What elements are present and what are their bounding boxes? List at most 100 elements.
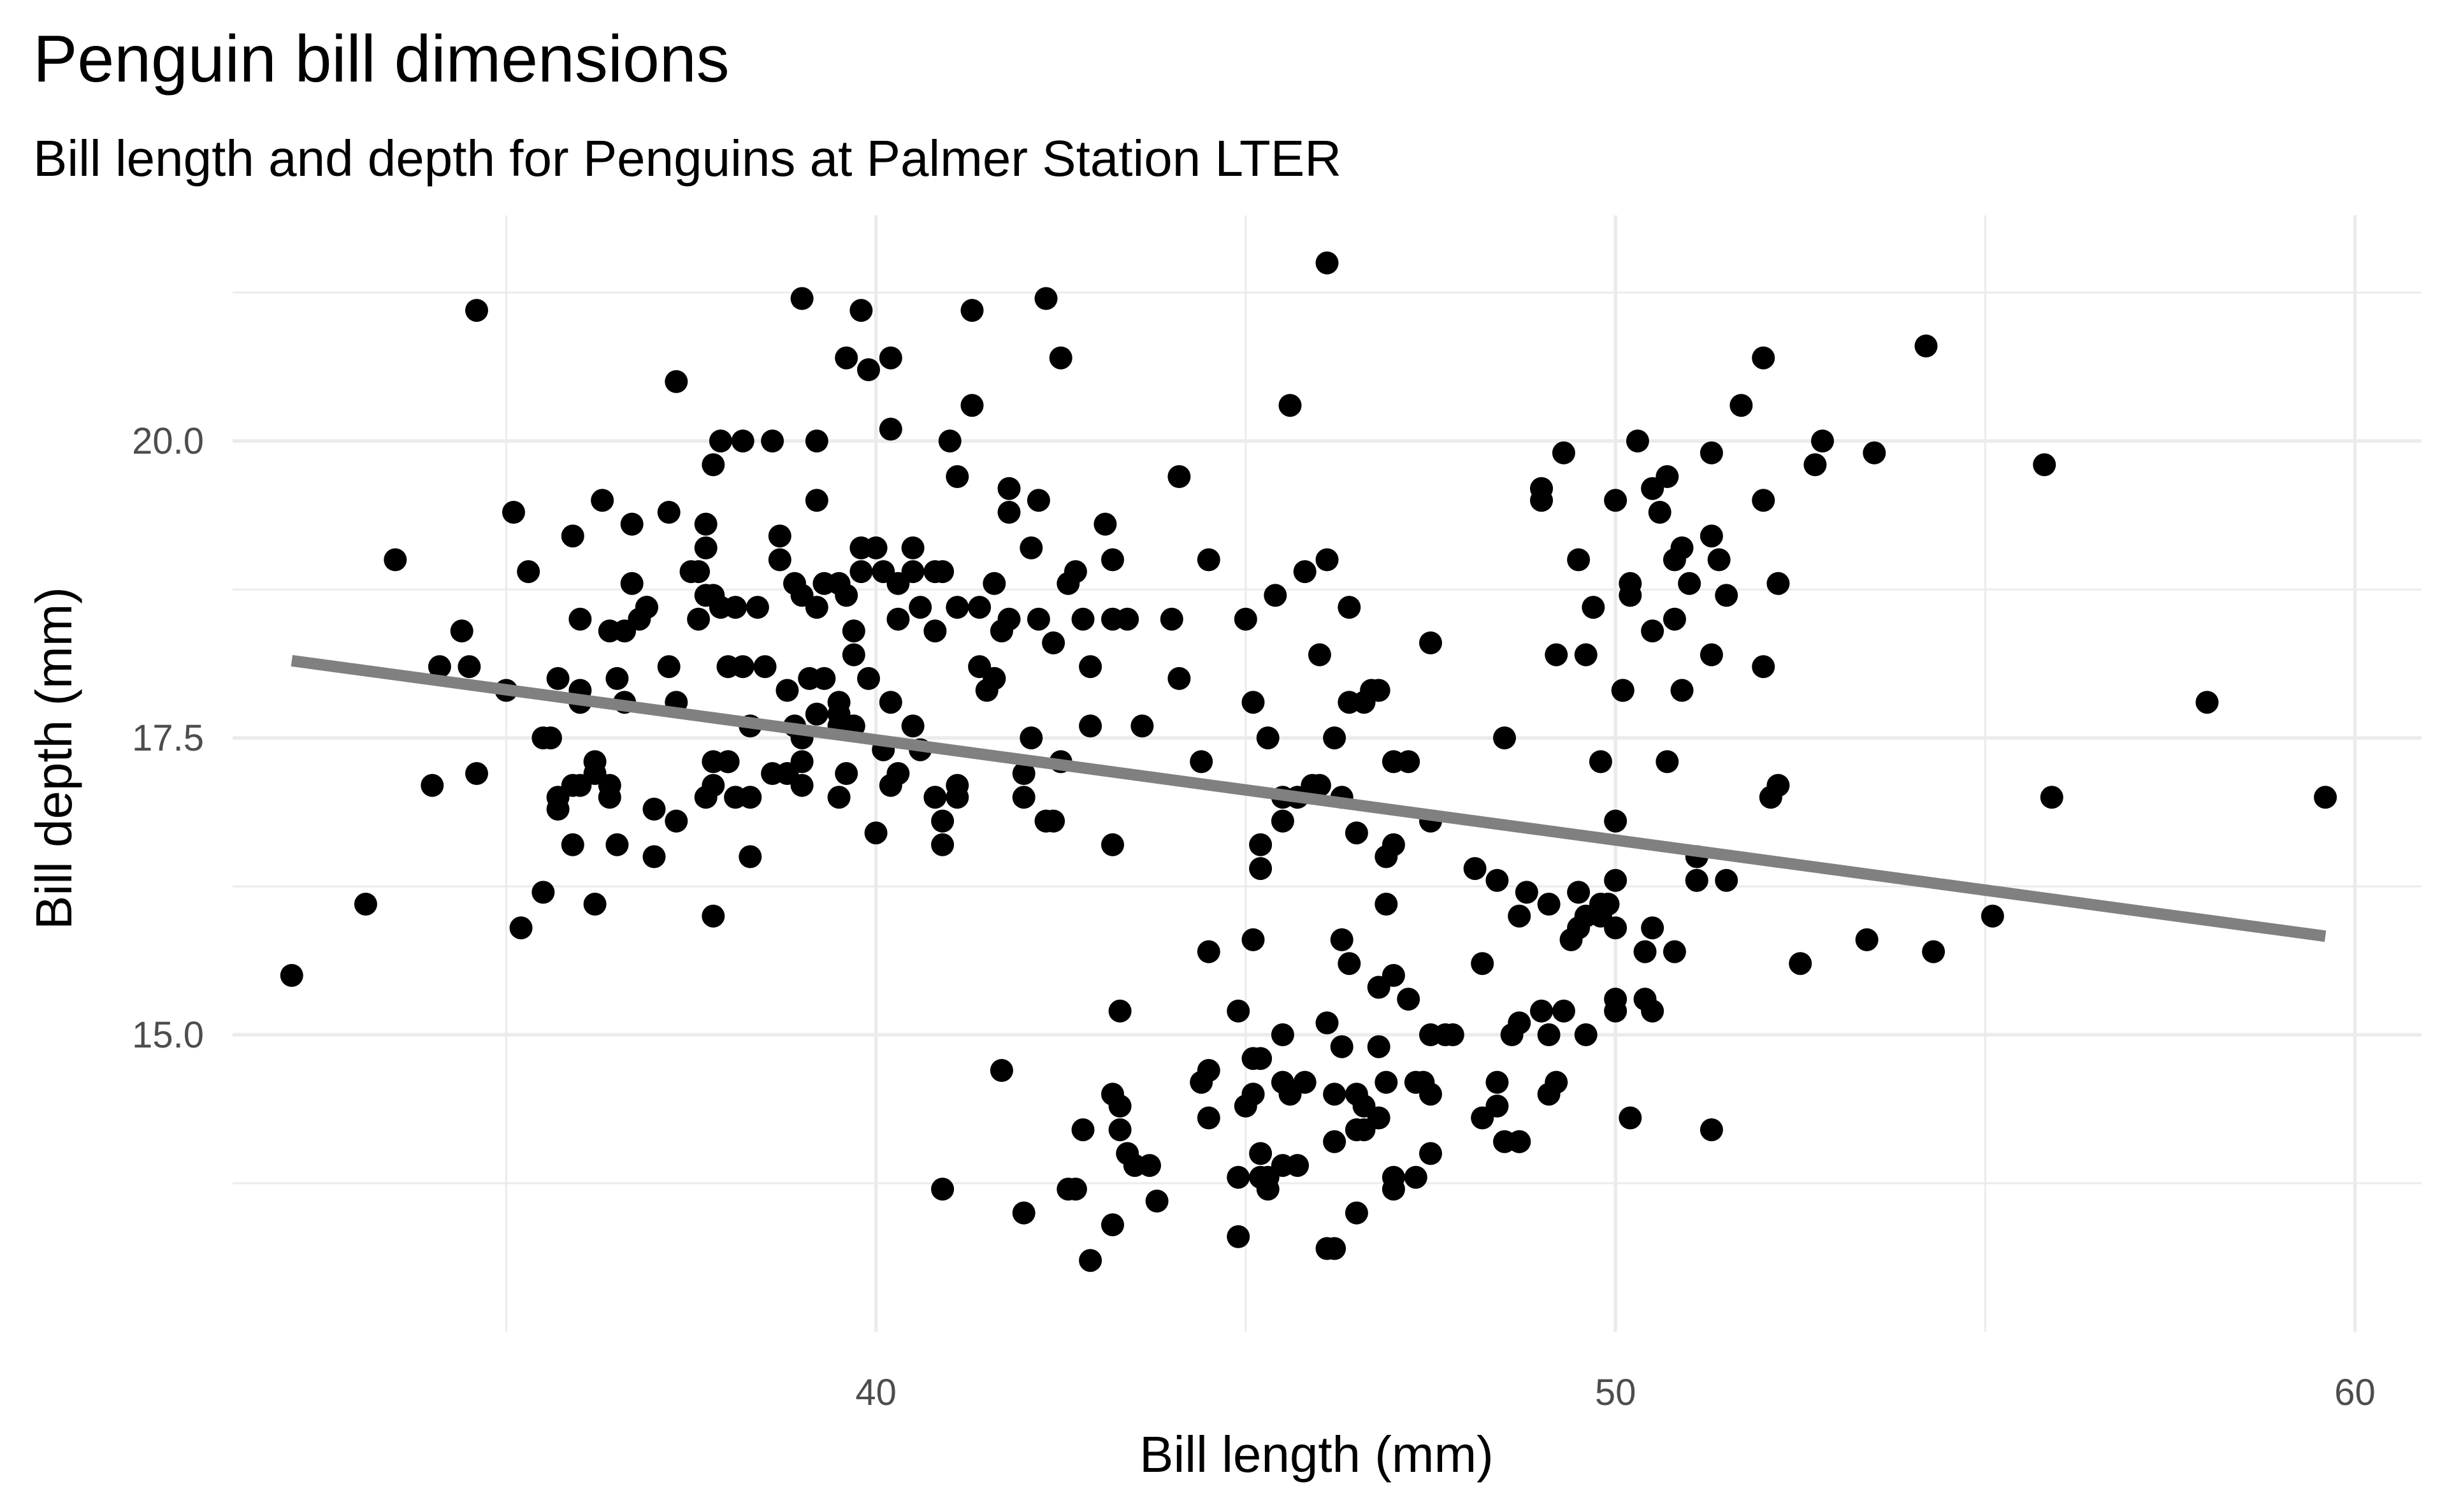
data-point: [1811, 429, 1834, 453]
data-point: [1411, 1070, 1435, 1094]
data-point: [1271, 1070, 1294, 1094]
data-point: [805, 429, 828, 453]
data-point: [724, 786, 747, 809]
data-point: [1633, 940, 1657, 963]
data-point: [1375, 1070, 1398, 1094]
data-point: [849, 299, 873, 322]
data-point: [1315, 1237, 1339, 1260]
data-point: [1397, 750, 1420, 774]
data-point: [694, 512, 718, 536]
data-point: [679, 560, 703, 584]
data-point: [1508, 1011, 1531, 1035]
data-point: [354, 893, 377, 916]
data-point: [1145, 1190, 1169, 1213]
data-point: [1619, 584, 1642, 607]
y-axis-title: Bill depth (mm): [25, 587, 82, 930]
y-tick-label: 15.0: [132, 1014, 204, 1056]
data-point: [1803, 453, 1827, 477]
data-point: [1485, 1070, 1509, 1094]
data-point: [1190, 1070, 1213, 1094]
data-point: [1323, 1130, 1346, 1153]
data-point: [1027, 489, 1050, 512]
data-point: [872, 560, 895, 584]
data-point: [857, 358, 880, 382]
data-point: [1286, 1154, 1310, 1177]
data-point: [761, 429, 784, 453]
data-point: [1027, 607, 1050, 631]
data-point: [1641, 999, 1664, 1023]
data-point: [1315, 548, 1339, 572]
data-point: [990, 1059, 1013, 1082]
data-point: [709, 429, 732, 453]
data-point: [1256, 726, 1280, 750]
data-point: [812, 666, 836, 690]
data-point: [1641, 916, 1664, 940]
x-axis-title: Bill length (mm): [1139, 1426, 1494, 1483]
data-point: [665, 809, 688, 833]
data-point: [746, 596, 769, 619]
data-point: [1012, 1201, 1036, 1225]
data-point: [1278, 394, 1302, 417]
data-point: [458, 655, 481, 679]
data-point: [1700, 643, 1723, 666]
data-point: [901, 536, 925, 559]
data-point: [997, 477, 1021, 500]
data-point: [1249, 1142, 1273, 1165]
data-point: [968, 596, 992, 619]
data-point: [702, 453, 725, 477]
data-point: [1567, 881, 1591, 904]
data-point: [1345, 821, 1368, 845]
data-point: [1471, 952, 1494, 976]
data-point: [1271, 809, 1294, 833]
data-point: [931, 1177, 955, 1201]
data-point: [1338, 596, 1361, 619]
data-point: [1537, 1023, 1561, 1046]
data-point: [694, 536, 718, 559]
data-point: [2033, 453, 2056, 477]
data-point: [1101, 1083, 1124, 1106]
data-point: [1537, 893, 1561, 916]
data-point: [1197, 1106, 1220, 1130]
data-point: [1752, 655, 1775, 679]
data-point: [502, 501, 525, 524]
data-point: [1582, 596, 1605, 619]
data-point: [620, 512, 644, 536]
data-point: [1034, 287, 1058, 310]
data-point: [790, 584, 814, 607]
data-point: [583, 893, 607, 916]
x-tick-label: 60: [2334, 1372, 2376, 1413]
data-point: [1375, 845, 1398, 868]
data-point: [923, 619, 947, 643]
data-point: [1789, 952, 1812, 976]
data-point: [1914, 335, 1938, 357]
data-point: [1589, 904, 1612, 928]
data-point: [901, 560, 925, 584]
data-point: [768, 548, 791, 572]
data-point: [561, 524, 584, 548]
data-point: [687, 607, 711, 631]
data-point: [1700, 1118, 1723, 1142]
data-point: [805, 702, 828, 726]
data-point: [1663, 940, 1686, 963]
data-point: [983, 572, 1006, 595]
data-point: [1656, 465, 1679, 488]
data-point: [2195, 691, 2219, 714]
chart-subtitle: Bill length and depth for Penguins at Pa…: [33, 130, 1341, 187]
data-point: [909, 596, 932, 619]
data-point: [1012, 786, 1036, 809]
data-point: [1264, 584, 1287, 607]
data-point: [1545, 643, 1568, 666]
trend-line-layer: [291, 655, 2327, 942]
data-point: [1766, 774, 1790, 797]
data-point: [1094, 512, 1117, 536]
data-point: [1670, 536, 1694, 559]
data-point: [465, 762, 488, 785]
data-point: [1752, 346, 1775, 370]
data-point: [1863, 441, 1886, 464]
data-point: [827, 786, 851, 809]
data-point: [546, 666, 570, 690]
data-point: [1249, 1165, 1273, 1189]
data-point: [1382, 963, 1405, 987]
data-point: [1352, 1118, 1376, 1142]
data-point: [642, 797, 666, 821]
